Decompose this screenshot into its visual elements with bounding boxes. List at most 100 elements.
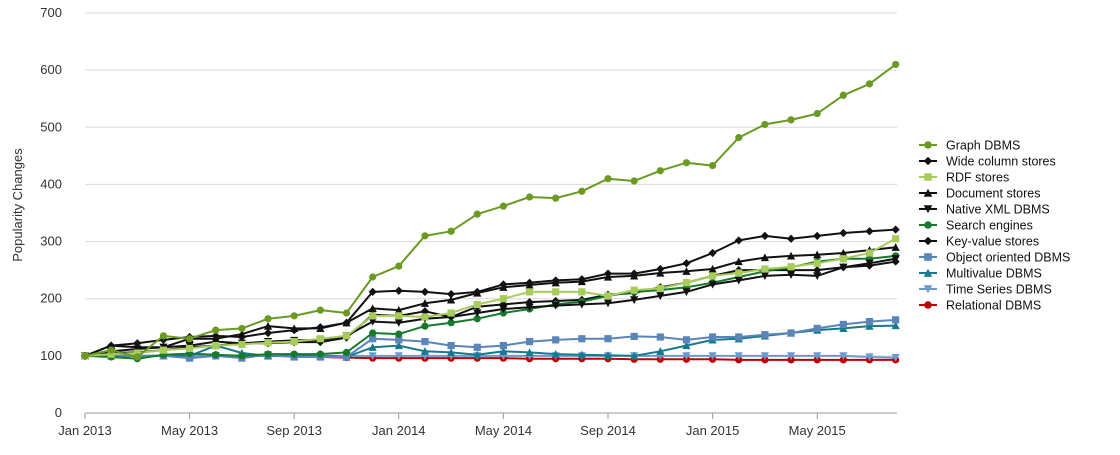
data-point[interactable] (577, 350, 586, 359)
data-point[interactable] (552, 288, 560, 296)
data-point[interactable] (447, 309, 455, 317)
data-point[interactable] (630, 332, 638, 341)
data-point[interactable] (604, 292, 612, 300)
data-point[interactable] (865, 353, 874, 362)
data-point[interactable] (525, 303, 534, 312)
data-point[interactable] (708, 264, 717, 273)
data-point[interactable] (813, 259, 821, 267)
data-point[interactable] (786, 352, 796, 360)
data-point[interactable] (709, 161, 717, 170)
data-point[interactable] (264, 350, 272, 358)
data-point[interactable] (525, 348, 534, 357)
data-point[interactable] (342, 353, 351, 361)
data-point[interactable] (421, 313, 429, 321)
data-point[interactable] (499, 202, 507, 210)
data-point[interactable] (891, 321, 900, 330)
data-point[interactable] (186, 354, 194, 362)
data-point[interactable] (499, 305, 508, 314)
data-point[interactable] (787, 329, 795, 337)
data-point[interactable] (447, 227, 455, 235)
data-point[interactable] (212, 326, 220, 334)
data-point[interactable] (865, 322, 874, 330)
legend-item-native-xml-dbms[interactable]: Native XML DBMS (919, 203, 1050, 217)
data-point[interactable] (813, 352, 822, 360)
data-point[interactable] (709, 272, 717, 280)
data-point[interactable] (603, 299, 613, 308)
data-point[interactable] (735, 333, 743, 341)
data-point[interactable] (369, 312, 377, 320)
data-point[interactable] (473, 210, 481, 218)
data-point[interactable] (891, 255, 900, 263)
data-point[interactable] (813, 272, 822, 280)
data-point[interactable] (421, 322, 429, 330)
data-point[interactable] (891, 243, 900, 251)
data-point[interactable] (316, 350, 324, 358)
legend-item-rdf-stores[interactable]: RDF stores (919, 171, 1009, 185)
data-point[interactable] (735, 269, 743, 277)
data-point[interactable] (525, 193, 534, 201)
data-point[interactable] (682, 352, 691, 360)
data-point[interactable] (212, 351, 220, 359)
data-point[interactable] (578, 288, 586, 296)
data-point[interactable] (839, 91, 847, 99)
legend-item-graph-dbms[interactable]: Graph DBMS (919, 139, 1020, 153)
data-point[interactable] (133, 339, 142, 348)
data-point[interactable] (421, 232, 429, 240)
data-point[interactable] (577, 275, 586, 284)
legend-item-document-stores[interactable]: Document stores (919, 187, 1040, 201)
data-point[interactable] (734, 257, 743, 266)
data-point[interactable] (656, 333, 664, 341)
data-point[interactable] (578, 187, 586, 195)
data-point[interactable] (682, 341, 691, 350)
data-point[interactable] (551, 276, 560, 285)
data-point[interactable] (892, 316, 900, 324)
data-point[interactable] (238, 340, 246, 349)
data-point[interactable] (813, 109, 821, 118)
data-point[interactable] (499, 280, 508, 289)
data-point[interactable] (421, 337, 429, 346)
data-point[interactable] (316, 335, 324, 343)
data-point[interactable] (525, 337, 534, 346)
data-point[interactable] (734, 236, 743, 245)
data-point[interactable] (237, 332, 246, 342)
data-point[interactable] (682, 336, 691, 344)
data-point[interactable] (420, 287, 430, 296)
data-point[interactable] (212, 341, 220, 350)
data-point[interactable] (656, 167, 664, 175)
data-point[interactable] (369, 329, 377, 337)
data-point[interactable] (865, 259, 874, 268)
data-point[interactable] (761, 331, 769, 339)
data-point[interactable] (368, 304, 377, 313)
data-point[interactable] (290, 312, 298, 320)
data-point[interactable] (368, 343, 377, 351)
data-point[interactable] (263, 322, 273, 330)
data-point[interactable] (891, 353, 900, 362)
data-point[interactable] (394, 306, 403, 314)
data-point[interactable] (656, 292, 665, 300)
data-point[interactable] (734, 352, 743, 360)
series-line-document-stores[interactable] (84, 246, 896, 357)
data-point[interactable] (603, 269, 613, 278)
data-point[interactable] (133, 349, 141, 357)
legend-item-relational-dbms[interactable]: Relational DBMS (919, 299, 1041, 313)
data-point[interactable] (630, 269, 639, 278)
data-point[interactable] (865, 249, 874, 257)
data-point[interactable] (368, 287, 377, 296)
data-point[interactable] (159, 332, 168, 340)
data-point[interactable] (551, 301, 560, 310)
data-point[interactable] (760, 272, 769, 280)
data-point[interactable] (499, 300, 508, 309)
data-point[interactable] (551, 350, 560, 358)
data-point[interactable] (394, 286, 403, 295)
legend-item-multivalue-dbms[interactable]: Multivalue DBMS (919, 267, 1042, 281)
data-point[interactable] (839, 228, 848, 238)
data-point[interactable] (865, 227, 874, 236)
data-point[interactable] (395, 336, 403, 344)
data-point[interactable] (892, 235, 900, 243)
data-point[interactable] (630, 286, 638, 294)
data-point[interactable] (368, 317, 377, 326)
data-point[interactable] (186, 335, 194, 343)
data-point[interactable] (81, 352, 89, 360)
data-point[interactable] (394, 352, 403, 360)
data-point[interactable] (656, 284, 664, 293)
